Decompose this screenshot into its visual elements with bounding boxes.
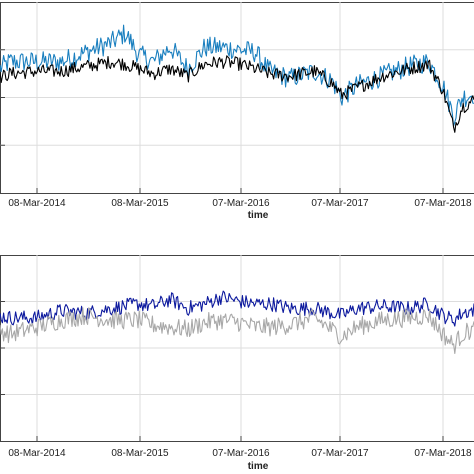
chart-panel-1: 08-Mar-2014 08-Mar-2015 07-Mar-2016 07-Mar-…	[0, 2, 474, 221]
x-axis-label: time	[248, 461, 269, 472]
x-tick-label: 08-Mar-2014	[8, 198, 66, 209]
series-line-2	[0, 307, 474, 354]
x-tick-label: 08-Mar-2014	[8, 448, 66, 459]
chart-panel-2: 08-Mar-2014 08-Mar-2015 07-Mar-2016 07-Mar-…	[0, 255, 474, 472]
x-tick-label: 08-Mar-2015	[111, 198, 169, 209]
x-tick-label: 07-Mar-2018	[414, 198, 472, 209]
x-tick-label: 07-Mar-2017	[311, 448, 369, 459]
x-tick-label: 07-Mar-2016	[212, 448, 270, 459]
x-tick-label: 07-Mar-2016	[212, 198, 270, 209]
series-line-1	[0, 24, 474, 127]
x-axis-label: time	[248, 210, 269, 221]
x-tick-label: 07-Mar-2018	[414, 448, 472, 459]
series-line-2	[0, 55, 474, 133]
x-tick-label: 08-Mar-2015	[111, 448, 169, 459]
x-tick-label: 07-Mar-2017	[311, 198, 369, 209]
